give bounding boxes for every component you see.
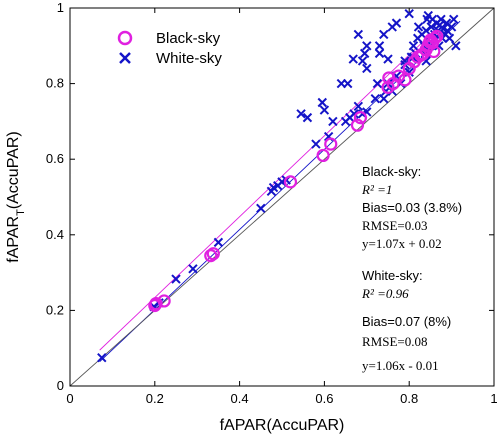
white-sky-point — [311, 139, 321, 149]
y-tick-label: 0.4 — [46, 227, 64, 242]
x-tick-label: 0.4 — [231, 391, 249, 406]
black-sky-point — [157, 294, 171, 308]
white-sky-point — [379, 29, 389, 40]
black-sky-point — [206, 247, 220, 261]
white-sky-point — [362, 63, 372, 74]
white-sky-bias: Bias=0.07 (8%) — [362, 314, 451, 329]
white-sky-point — [213, 237, 224, 248]
white-sky-point — [374, 41, 385, 51]
white-sky-rmse: RMSE=0.08 — [362, 334, 427, 349]
white-sky-point — [336, 78, 347, 89]
white-sky-point — [296, 109, 306, 119]
white-sky-point — [349, 109, 359, 119]
black-sky-point — [149, 296, 163, 311]
white-sky-point — [319, 105, 330, 115]
white-sky-point — [387, 22, 397, 32]
stats-annotation: Black-sky: R² =1 Bias=0.03 (3.8%) RMSE=0… — [361, 164, 462, 373]
black-sky-point — [428, 31, 442, 45]
white-sky-point — [317, 97, 327, 108]
black-sky-point — [350, 118, 365, 132]
data-points — [97, 8, 461, 363]
white-sky-point — [379, 94, 389, 104]
white-sky-stats-title: White-sky: — [362, 268, 423, 283]
white-sky-point — [362, 41, 372, 51]
white-sky-point — [359, 48, 370, 59]
black-sky-point — [324, 137, 338, 151]
x-axis-label: fAPAR(AccuPAR) — [220, 417, 345, 434]
legend-white-sky-label: White-sky — [156, 50, 222, 67]
white-sky-point — [383, 54, 393, 64]
x-tick-label: 0.6 — [315, 391, 333, 406]
y-axis-label: fAPART(AccuPAR) — [5, 131, 27, 263]
legend: Black-sky White-sky — [117, 30, 222, 67]
white-sky-point — [353, 29, 364, 40]
legend-black-sky-marker — [117, 30, 133, 46]
black-sky-r2: R² =1 — [361, 182, 392, 197]
white-sky-point — [171, 274, 181, 284]
one-to-one-line — [69, 7, 495, 387]
white-sky-point — [449, 14, 459, 25]
white-sky-point — [302, 112, 313, 123]
black-sky-point — [353, 111, 368, 125]
x-tick-label: 0.2 — [146, 391, 164, 406]
white-sky-point — [97, 352, 107, 363]
white-sky-point — [451, 41, 461, 51]
white-sky-point — [328, 116, 338, 127]
black-sky-point — [427, 44, 441, 59]
black-sky-point — [316, 148, 330, 163]
black-sky-bias: Bias=0.03 (3.8%) — [362, 200, 462, 215]
black-sky-point — [398, 73, 412, 87]
white-sky-point — [372, 78, 383, 89]
white-sky-point — [348, 54, 358, 64]
black-sky-point — [430, 29, 444, 43]
white-sky-point — [256, 203, 266, 214]
white-sky-point — [357, 56, 368, 66]
white-sky-point — [188, 264, 198, 274]
white-sky-point — [374, 48, 385, 59]
white-sky-r2: R² =0.96 — [361, 286, 409, 301]
x-tick-label: 0 — [66, 391, 73, 406]
white-sky-point — [408, 41, 419, 51]
white-sky-equation: y=1.06x - 0.01 — [362, 358, 439, 373]
black-sky-equation: y=1.07x + 0.02 — [362, 236, 442, 251]
legend-white-sky-marker — [119, 52, 131, 64]
white-sky-point — [446, 22, 457, 32]
y-tick-label: 0.2 — [46, 302, 64, 317]
white-sky-point — [370, 94, 380, 104]
y-tick-label: 0 — [57, 378, 64, 393]
axis-ticks: 0 0.2 0.4 0.6 0.8 1 0 0.2 0.4 0.6 0.8 1 — [46, 0, 498, 406]
white-sky-point — [353, 101, 364, 111]
white-sky-point — [436, 14, 446, 25]
white-sky-point — [404, 8, 414, 19]
white-sky-point — [426, 22, 436, 32]
y-tick-label: 0.8 — [46, 76, 64, 91]
x-tick-label: 0.8 — [400, 391, 418, 406]
black-sky-point — [283, 175, 298, 189]
black-sky-stats-title: Black-sky: — [362, 164, 421, 179]
white-sky-point — [413, 22, 424, 32]
x-tick-label: 1 — [490, 391, 497, 406]
legend-black-sky-label: Black-sky — [156, 30, 221, 47]
y-tick-label: 1 — [57, 0, 64, 15]
y-tick-label: 0.6 — [46, 151, 64, 166]
white-sky-point — [444, 33, 455, 43]
black-sky-rmse: RMSE=0.03 — [362, 218, 427, 233]
